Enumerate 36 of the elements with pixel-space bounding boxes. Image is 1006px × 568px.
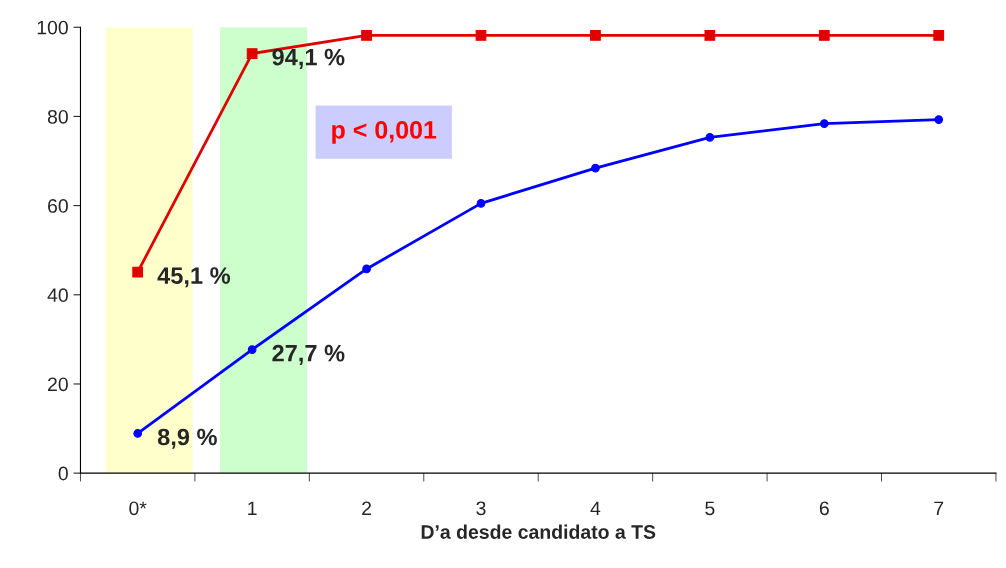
y-tick-label: 0 (58, 466, 68, 481)
x-tick-label: 0* (129, 501, 147, 516)
point (933, 29, 945, 41)
point (705, 133, 715, 142)
x-tick-label: 2 (362, 501, 371, 516)
point (247, 345, 257, 354)
point (132, 266, 144, 278)
point (818, 29, 830, 41)
point (819, 119, 829, 128)
x-tick-label: 1 (248, 501, 257, 516)
x-tick-label: 6 (819, 501, 829, 516)
point (476, 199, 486, 208)
y-tick-label: 100 (37, 20, 68, 35)
data-label: 8,9 % (157, 428, 217, 449)
annotation: p < 0,001 (332, 121, 437, 144)
x-tick-label: 7 (934, 501, 944, 516)
point (361, 29, 372, 41)
point (590, 29, 601, 41)
point (934, 115, 944, 124)
point (591, 163, 600, 173)
y-tick-label: 80 (47, 109, 68, 124)
point (133, 429, 143, 438)
x-tick-label: 5 (705, 501, 715, 516)
point (362, 264, 371, 274)
y-tick-label: 20 (48, 377, 68, 392)
point (246, 48, 258, 59)
point (475, 29, 487, 41)
data-label: 94,1 % (272, 48, 345, 69)
y-tick-label: 40 (47, 288, 68, 303)
data-label: 27,7 % (272, 344, 345, 365)
data-label: 45,1 % (157, 267, 231, 288)
point (704, 29, 716, 41)
x-tick-label: 4 (590, 501, 601, 516)
x-axis-title: D’a desde candidato a TS (421, 524, 656, 539)
y-tick-label: 60 (48, 199, 68, 213)
x-tick-label: 3 (476, 501, 486, 516)
